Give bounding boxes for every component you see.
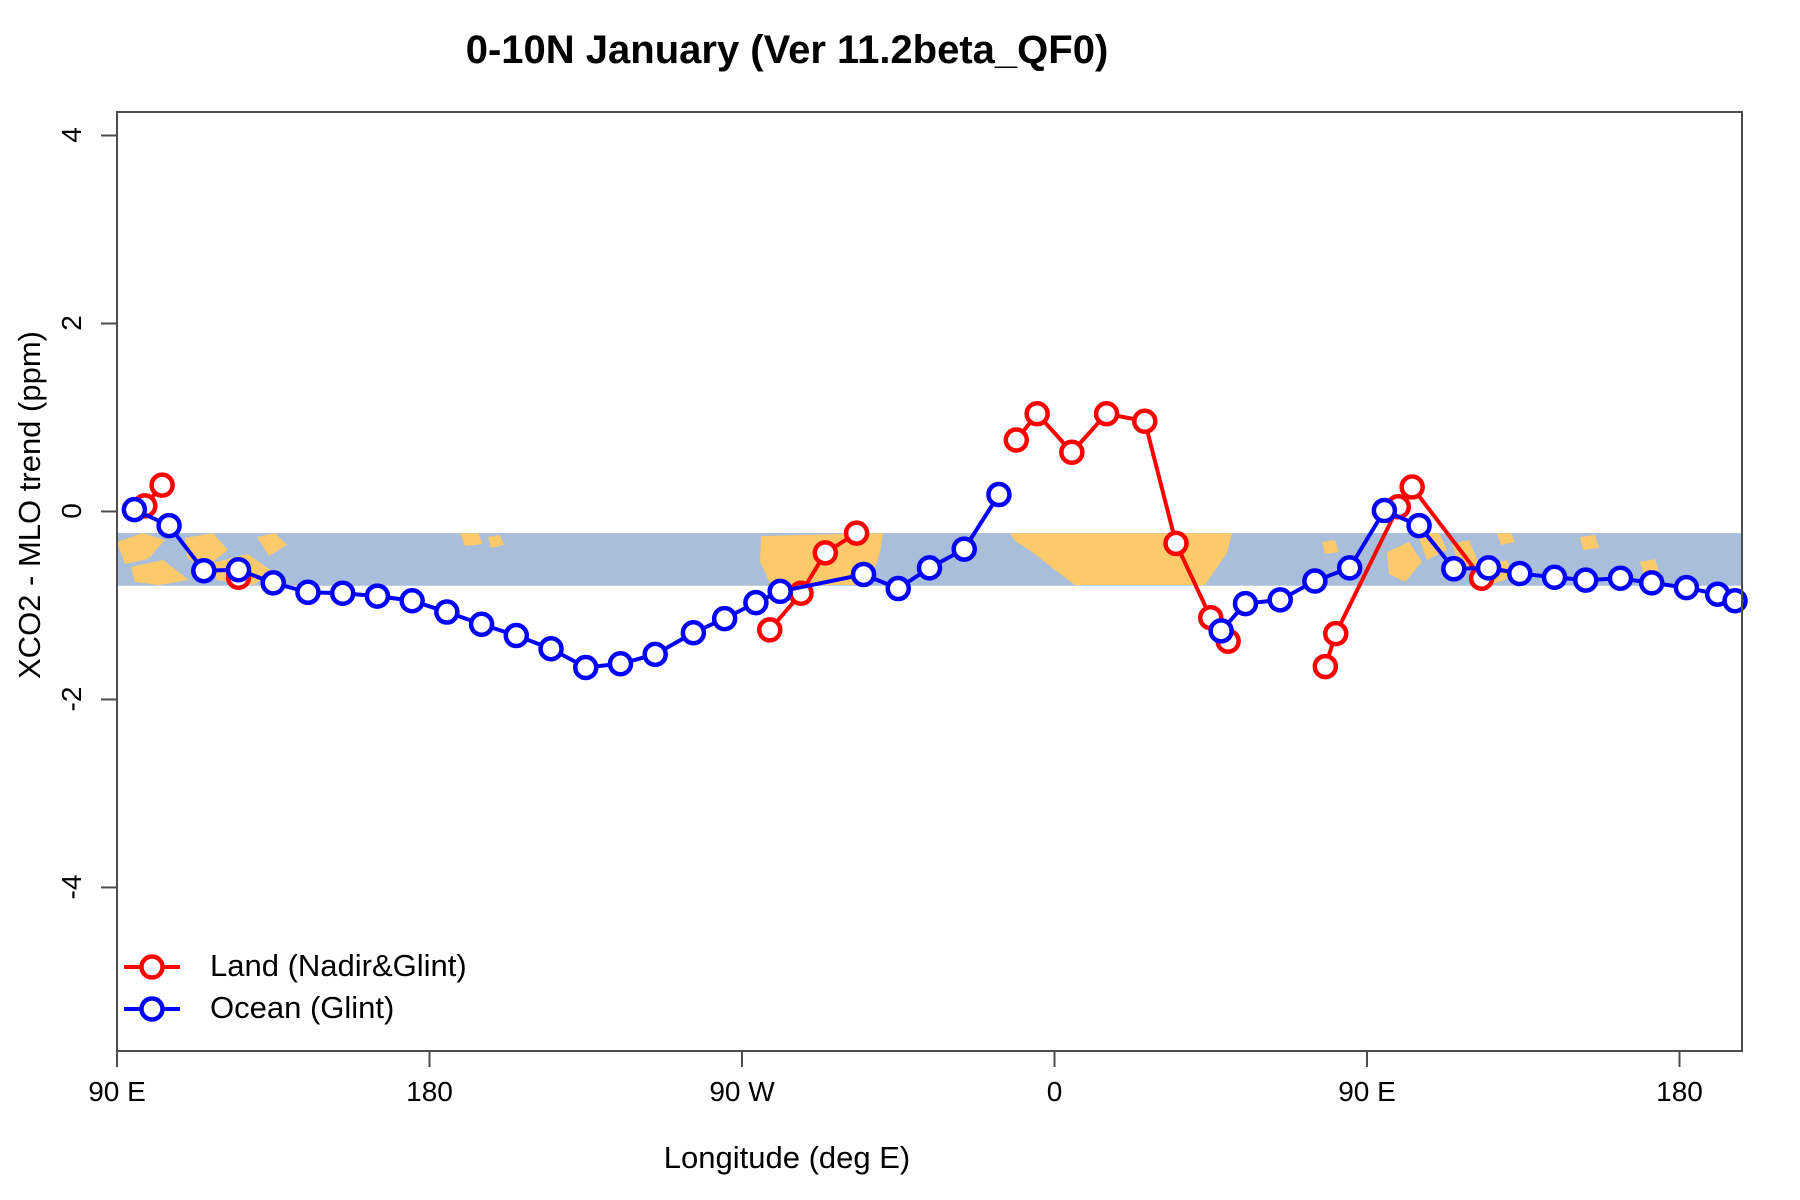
map-band-land xyxy=(131,560,189,585)
land-data-point xyxy=(1312,653,1339,680)
land-data-point xyxy=(1003,427,1030,453)
ocean-data-point xyxy=(680,619,707,646)
chart-title: 0-10N January (Ver 11.2beta_QF0) xyxy=(465,28,1109,72)
x-tick-label: 90 W xyxy=(709,1076,775,1107)
ocean-data-point xyxy=(399,588,425,614)
x-axis-label: Longitude (deg E) xyxy=(663,1140,911,1175)
ocean-data-point xyxy=(1573,567,1599,593)
land-data-point xyxy=(1132,408,1158,434)
x-tick-label: 90 E xyxy=(1338,1076,1396,1107)
ocean-data-point xyxy=(1267,587,1293,613)
ocean-data-point xyxy=(503,622,530,649)
land-series-line xyxy=(1014,410,1230,643)
ocean-data-point xyxy=(1208,618,1234,644)
land-series-line xyxy=(768,531,858,632)
map-band-land xyxy=(488,535,504,548)
ocean-data-point xyxy=(885,575,911,602)
plot-border xyxy=(116,111,1743,1052)
map-band-land xyxy=(257,533,287,556)
legend-marker xyxy=(139,954,165,980)
map-band-land xyxy=(460,533,483,546)
map-band-land xyxy=(1497,533,1515,545)
plot-area xyxy=(101,111,1748,1067)
ocean-data-point xyxy=(1371,497,1398,524)
legend-label-ocean: Ocean (Glint) xyxy=(210,990,395,1025)
land-data-point xyxy=(757,617,783,643)
ocean-data-point xyxy=(573,654,599,681)
x-tick-label: 0 xyxy=(1046,1076,1063,1107)
ocean-data-point xyxy=(191,557,217,584)
ocean-data-point xyxy=(850,561,877,588)
y-tick-label: 2 xyxy=(56,315,87,332)
ocean-data-point xyxy=(916,555,943,581)
ocean-data-point xyxy=(1336,555,1363,581)
ocean-data-point xyxy=(364,583,391,609)
ocean-data-point xyxy=(743,589,769,616)
ocean-data-point xyxy=(1507,560,1533,587)
y-tick-label: 4 xyxy=(56,127,87,144)
ocean-data-point xyxy=(642,641,668,668)
ocean-data-point xyxy=(1232,590,1259,617)
land-data-point xyxy=(1024,400,1050,427)
map-band-land xyxy=(117,533,165,564)
map-band-land xyxy=(1580,535,1599,550)
ocean-data-point xyxy=(1541,564,1568,591)
ocean-data-point xyxy=(468,611,495,638)
y-tick-label: 0 xyxy=(56,503,87,520)
x-tick-label: 180 xyxy=(1656,1076,1703,1107)
ocean-data-point xyxy=(1406,512,1432,539)
y-tick-label: -2 xyxy=(56,687,87,712)
ocean-data-point xyxy=(329,580,356,606)
ocean-data-point xyxy=(951,536,977,562)
land-data-point xyxy=(1093,400,1120,427)
ocean-data-point xyxy=(1722,588,1748,614)
map-band-land xyxy=(1387,542,1422,582)
ocean-data-point xyxy=(260,570,286,596)
ocean-data-point xyxy=(1475,555,1502,581)
ocean-data-point xyxy=(121,496,148,523)
land-data-point xyxy=(1399,474,1425,500)
land-data-point xyxy=(149,472,175,498)
ocean-data-point xyxy=(538,635,564,662)
land-data-point xyxy=(812,540,839,566)
ocean-data-point xyxy=(225,557,252,583)
ocean-data-point xyxy=(295,579,321,606)
ocean-data-point xyxy=(434,599,460,625)
map-band-land xyxy=(1322,540,1339,554)
y-tick-label: -4 xyxy=(56,874,87,900)
ocean-data-point xyxy=(1607,565,1634,591)
ocean-data-point xyxy=(767,578,793,605)
ocean-data-point xyxy=(1302,568,1328,594)
land-data-point xyxy=(1323,620,1349,647)
ocean-data-point xyxy=(1441,556,1467,582)
ocean-data-point xyxy=(607,650,634,677)
x-tick-label: 180 xyxy=(406,1076,453,1107)
legend-marker xyxy=(139,996,165,1022)
ocean-data-point xyxy=(986,481,1012,508)
x-tick-label: 90 E xyxy=(88,1076,146,1107)
ocean-data-point xyxy=(1673,574,1700,601)
y-axis-label: XCO2 - MLO trend (ppm) xyxy=(12,331,47,679)
ocean-data-point xyxy=(711,605,738,632)
land-data-point xyxy=(1059,439,1085,466)
ocean-data-point xyxy=(1638,570,1665,596)
land-data-point xyxy=(1163,530,1189,557)
ocean-data-point xyxy=(156,512,182,539)
land-data-point xyxy=(843,520,870,546)
legend-label-land: Land (Nadir&Glint) xyxy=(210,948,467,983)
